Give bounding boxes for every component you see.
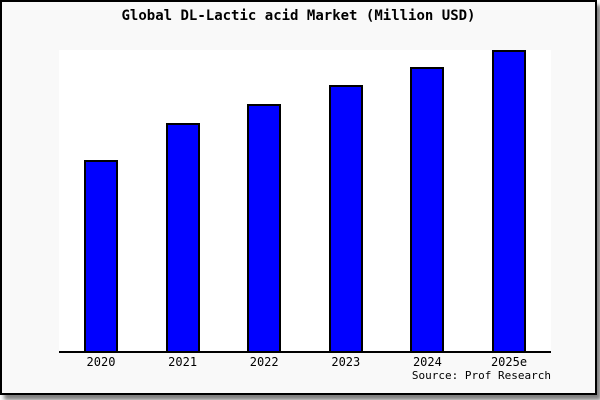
source-credit: Source: Prof Research bbox=[411, 369, 551, 382]
x-tick-2024: 2024 bbox=[412, 355, 442, 369]
bar-2021 bbox=[165, 123, 200, 351]
bar-2023 bbox=[328, 85, 363, 351]
bar-2024 bbox=[410, 67, 445, 351]
x-tick-2021: 2021 bbox=[168, 355, 198, 369]
chart-title: Global DL-Lactic acid Market (Million US… bbox=[121, 8, 476, 24]
bar-2020 bbox=[84, 160, 118, 351]
x-tick-2025e: 2025e bbox=[490, 355, 528, 369]
plot-area bbox=[59, 50, 551, 353]
x-tick-2022: 2022 bbox=[249, 355, 279, 369]
bar-2025e bbox=[492, 50, 526, 351]
x-tick-2023: 2023 bbox=[331, 355, 361, 369]
x-tick-2020: 2020 bbox=[86, 355, 116, 369]
bar-2022 bbox=[247, 104, 282, 351]
